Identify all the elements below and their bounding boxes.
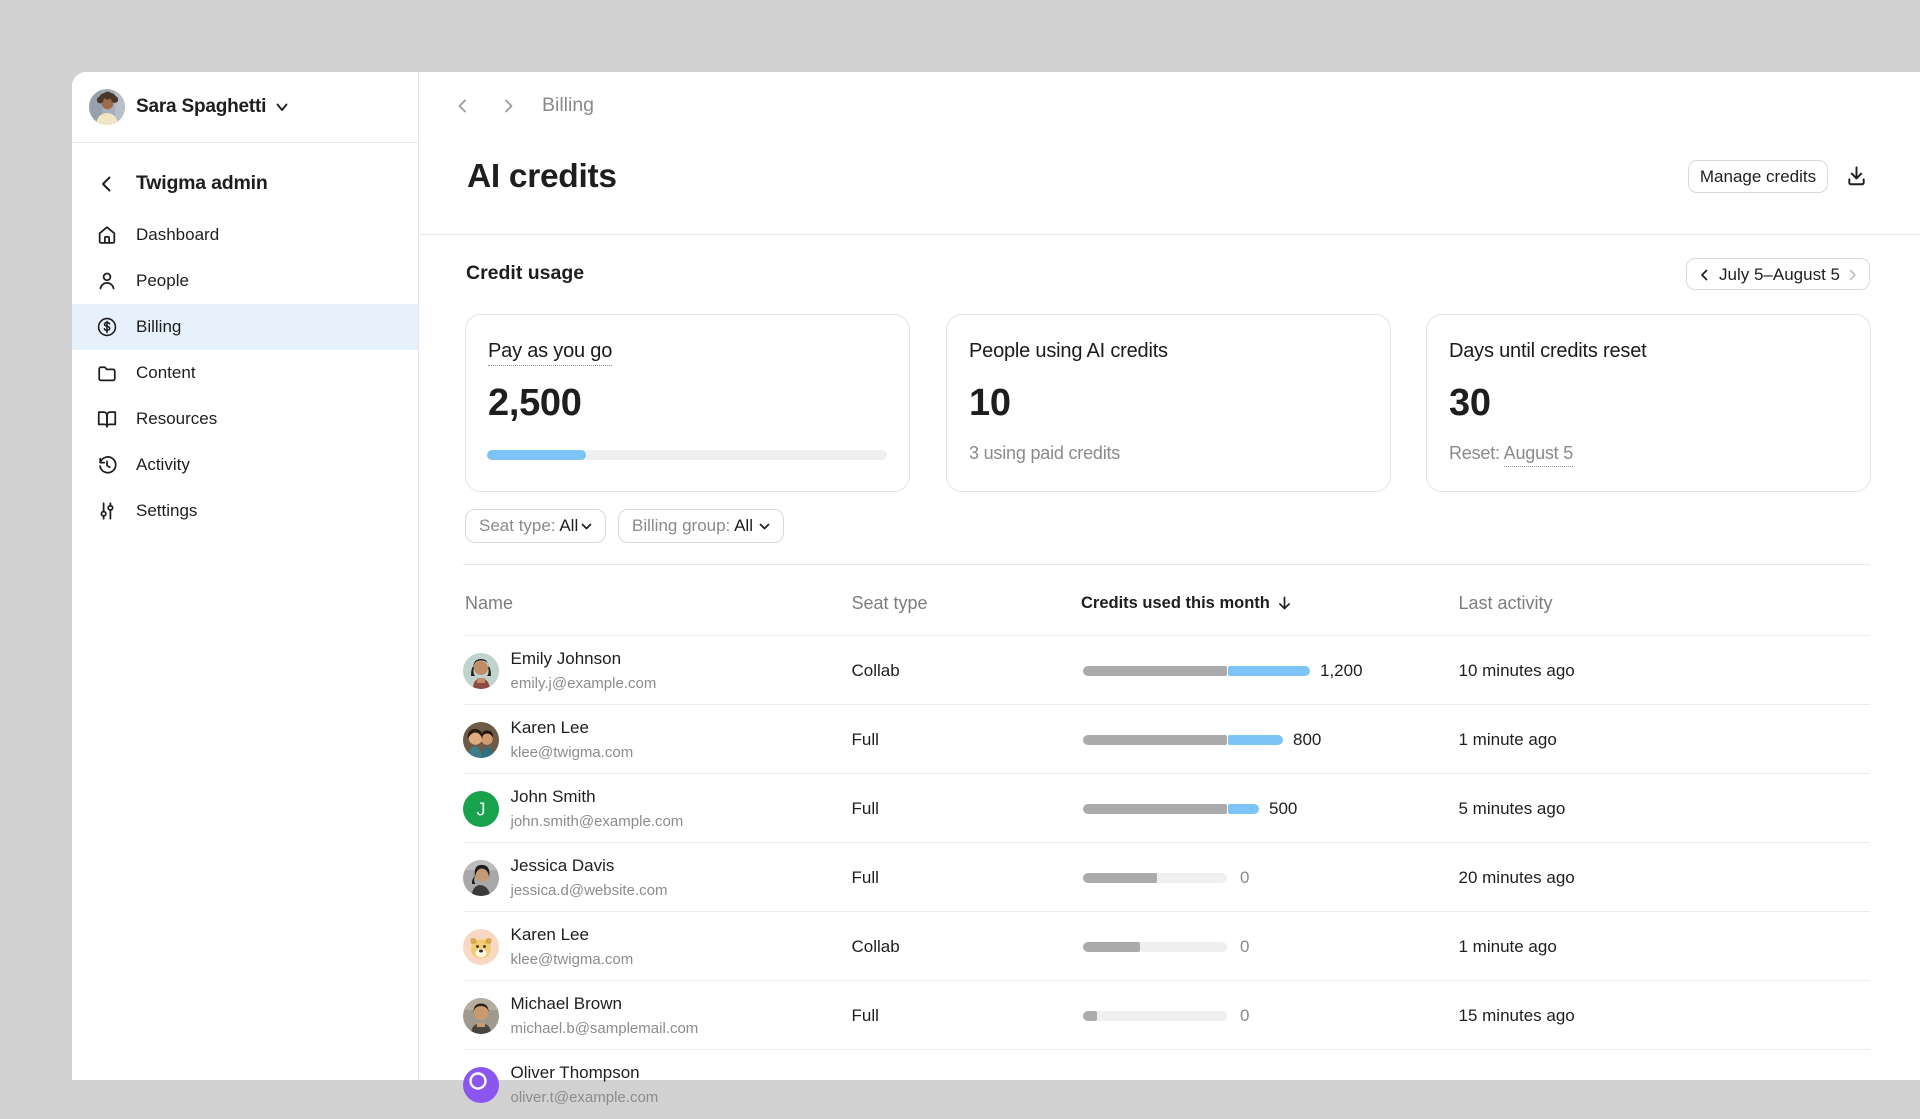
svg-text:J: J: [477, 799, 486, 819]
